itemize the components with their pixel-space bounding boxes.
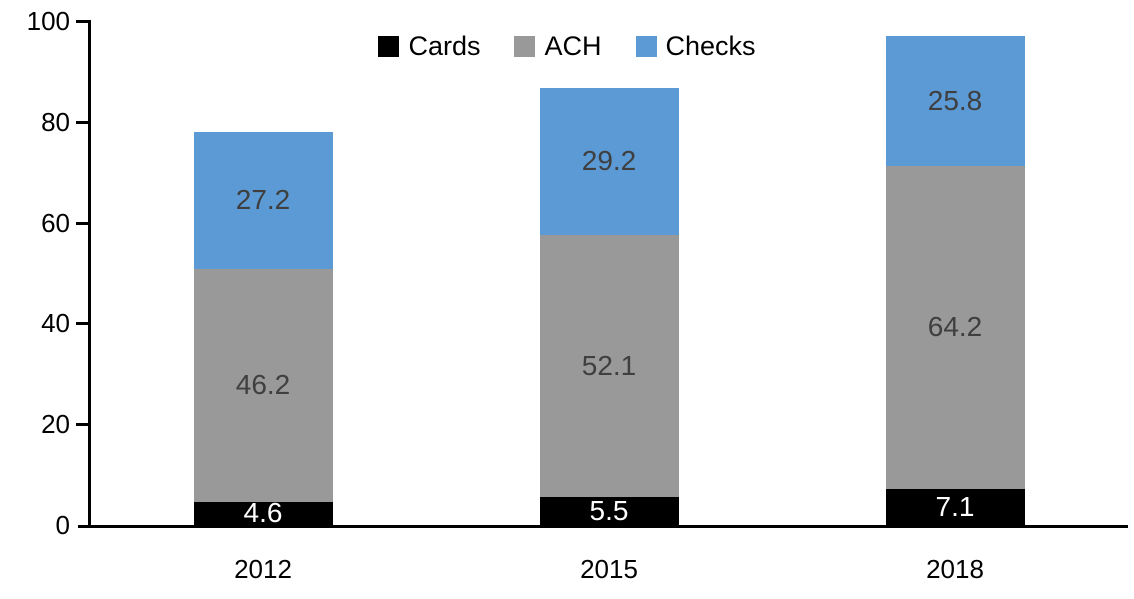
legend-swatch-icon bbox=[378, 36, 400, 57]
y-axis-tick bbox=[76, 20, 91, 23]
legend-item-checks: Checks bbox=[635, 31, 756, 61]
y-axis-tick-label: 20 bbox=[41, 409, 70, 440]
y-axis-tick bbox=[76, 120, 91, 124]
bar-value-label: 27.2 bbox=[235, 184, 291, 216]
bar-value-label: 7.1 bbox=[935, 491, 975, 523]
x-axis-category-label: 2018 bbox=[926, 554, 984, 584]
y-axis-tick-label: 40 bbox=[41, 308, 70, 339]
bar-value-label: 64.2 bbox=[927, 311, 983, 343]
bar-segment-cards-2015 bbox=[539, 497, 679, 525]
bar-value-label: 46.2 bbox=[235, 369, 291, 401]
y-axis-line bbox=[88, 21, 91, 528]
legend-label: Cards bbox=[408, 31, 481, 61]
bar-segment-ach-2015 bbox=[539, 234, 679, 498]
y-axis-tick-label: 0 bbox=[55, 510, 70, 540]
y-axis-tick-label: 100 bbox=[26, 6, 70, 36]
y-axis-tick bbox=[76, 221, 91, 225]
bar-value-label: 4.6 bbox=[243, 497, 283, 529]
legend-swatch-icon bbox=[635, 36, 657, 57]
legend-item-ach: ACH bbox=[514, 31, 602, 61]
y-axis-tick bbox=[76, 322, 91, 326]
bar-value-label: 52.1 bbox=[581, 349, 637, 381]
y-axis-tick bbox=[76, 423, 91, 427]
bar-value-label: 29.2 bbox=[581, 145, 637, 177]
bar-segment-cards-2018 bbox=[885, 489, 1025, 525]
bar-segment-ach-2012 bbox=[193, 268, 333, 502]
bar-segment-checks-2012 bbox=[193, 131, 333, 269]
bar-segment-checks-2015 bbox=[539, 87, 679, 235]
y-axis-tick-label: 80 bbox=[41, 106, 70, 137]
x-axis-category-label: 2012 bbox=[234, 554, 292, 584]
legend-label: ACH bbox=[544, 31, 602, 61]
x-axis-category-label: 2015 bbox=[580, 554, 638, 584]
bar-segment-checks-2018 bbox=[885, 35, 1025, 166]
legend-label: Checks bbox=[665, 31, 756, 61]
y-axis-tick-label: 60 bbox=[41, 207, 70, 238]
bar-value-label: 5.5 bbox=[589, 495, 629, 527]
x-axis-line bbox=[78, 525, 1128, 528]
legend-swatch-icon bbox=[514, 36, 536, 57]
chart-legend: Cards ACH Checks bbox=[0, 33, 1134, 60]
legend-item-cards: Cards bbox=[378, 33, 480, 60]
bar-segment-ach-2018 bbox=[885, 165, 1025, 490]
bar-value-label: 25.8 bbox=[927, 84, 983, 116]
bar-segment-cards-2012 bbox=[193, 501, 333, 525]
